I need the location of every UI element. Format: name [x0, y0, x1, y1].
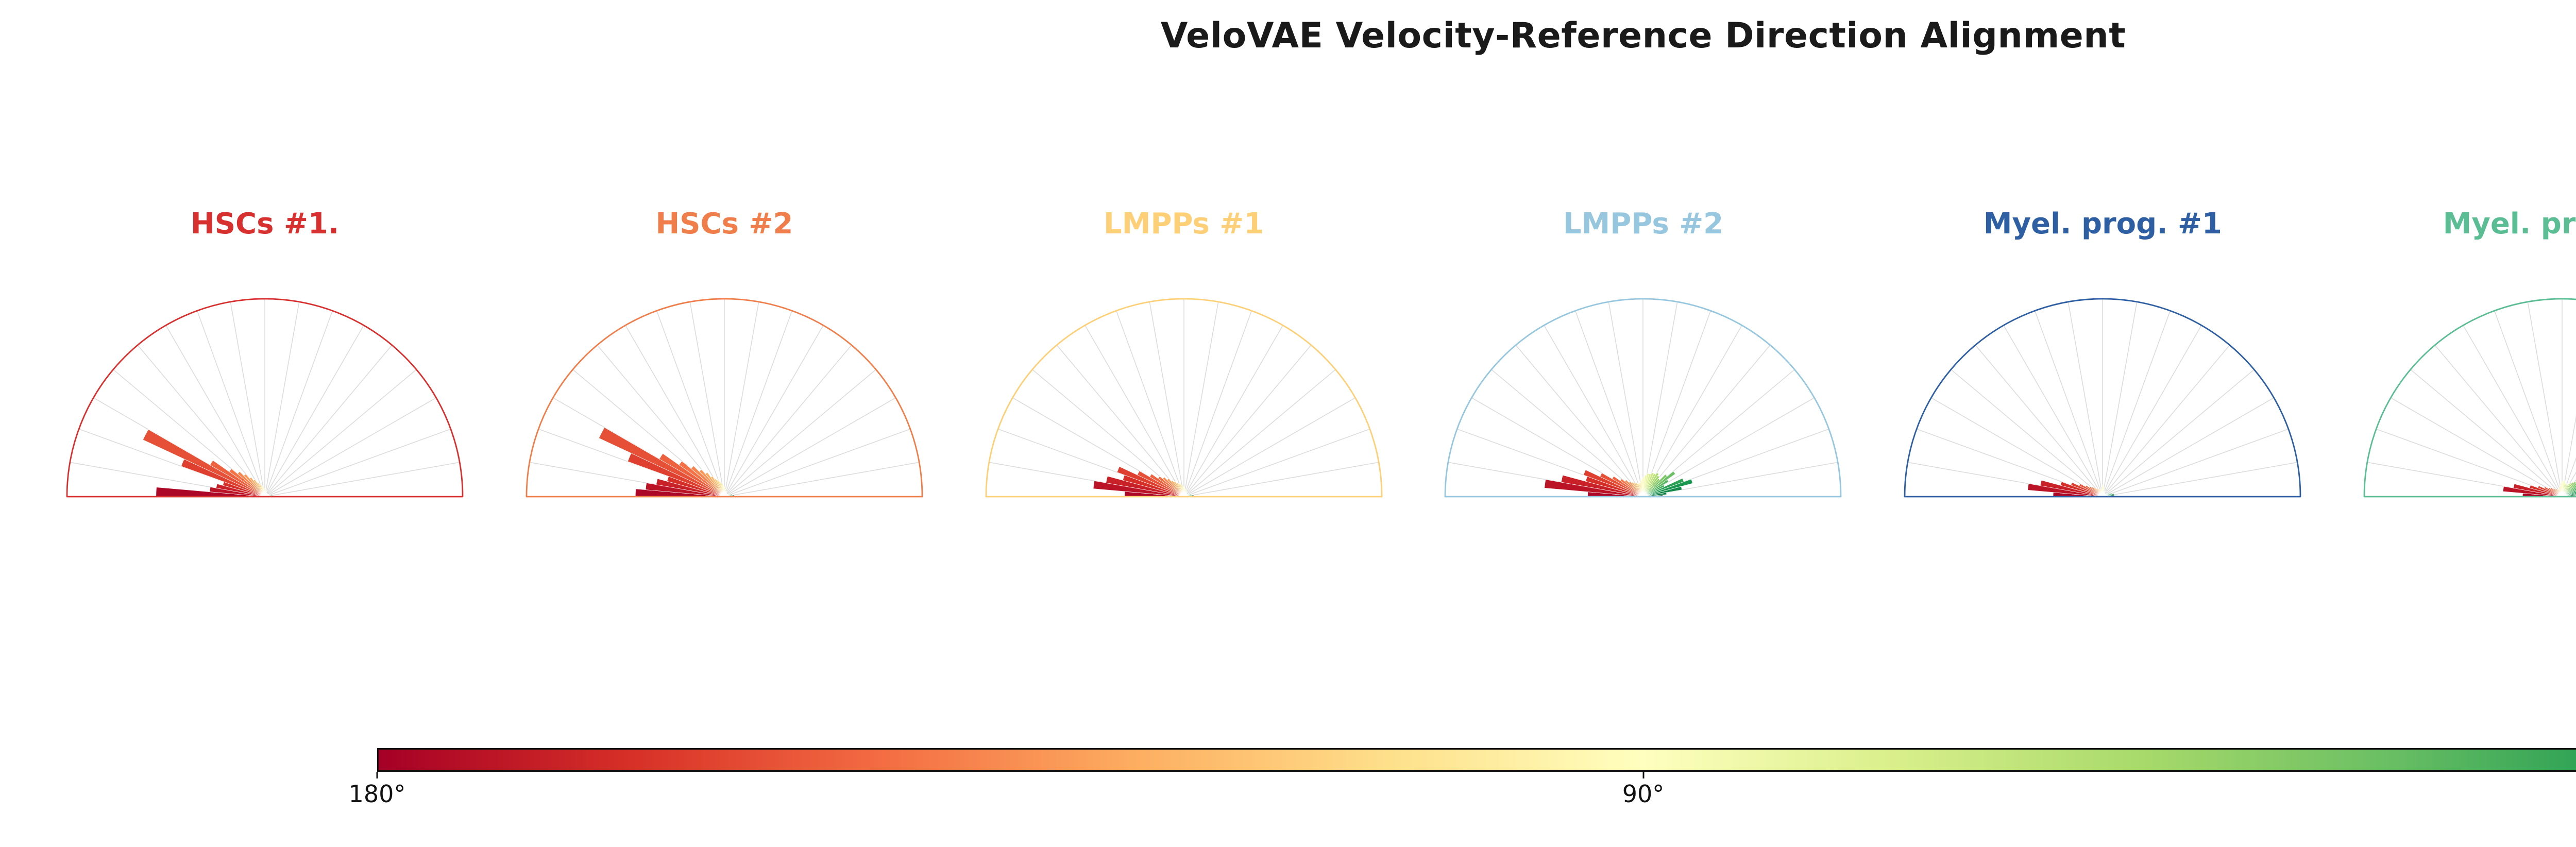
colorbar: 180° 90° 0° — [349, 748, 2576, 808]
subplot-title: Myel. prog. #1 — [1983, 207, 2222, 241]
subplot-title: HSCs #1. — [190, 207, 340, 241]
rose-subplot-myel-prog-1: Myel. prog. #1 — [1876, 206, 2329, 522]
rose-subplot-lmpps-1: LMPPs #1 — [957, 206, 1411, 522]
subplot-title: HSCs #2 — [655, 207, 793, 241]
subplot-title: LMPPs #1 — [1104, 207, 1264, 241]
figure-title: VeloVAE Velocity-Reference Direction Ali… — [1160, 15, 2126, 56]
rose-chart — [526, 298, 923, 498]
rose-subplot-hscs-2: HSCs #2 — [498, 206, 951, 522]
rose-subplot-lmpps-2: LMPPs #2 — [1416, 206, 1870, 522]
colorbar-tick-label-90: 90° — [1622, 780, 1665, 808]
rose-subplot-myel-prog-2: Myel. prog. #2 — [2335, 206, 2576, 522]
colorbar-tick-label-180: 180° — [348, 780, 406, 808]
subplot-title: Myel. prog. #2 — [2443, 207, 2576, 241]
subplot-title: LMPPs #2 — [1563, 207, 1724, 241]
colorbar-gradient — [377, 748, 2576, 772]
rose-subplot-hscs-1: HSCs #1. — [38, 206, 492, 522]
rose-chart — [1904, 298, 2301, 498]
rose-chart — [2363, 298, 2576, 498]
colorbar-tick-180 — [376, 772, 378, 778]
rose-chart — [985, 298, 1383, 498]
rose-chart — [66, 298, 464, 498]
subplot-row: HSCs #1. HSCs #2 LMPPs #1 LMPPs #2 Myel.… — [38, 206, 2576, 522]
colorbar-tick-90 — [1642, 772, 1644, 778]
rose-chart — [1445, 298, 1842, 498]
